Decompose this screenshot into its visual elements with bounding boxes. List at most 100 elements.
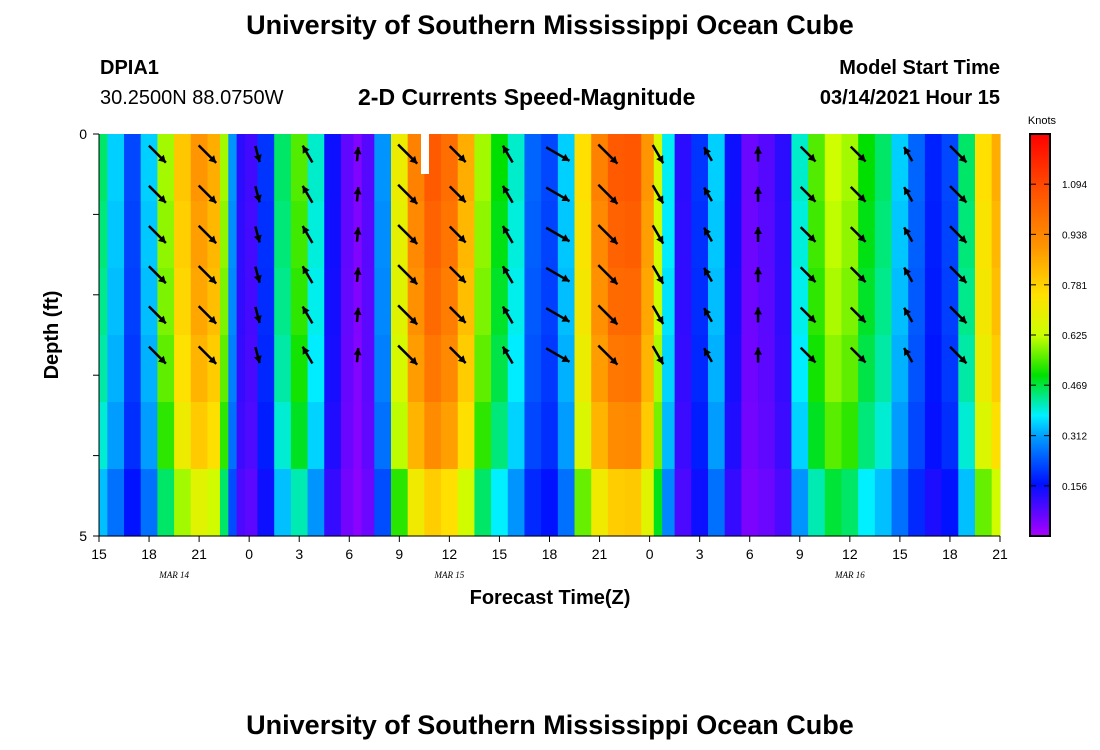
heatmap-cell [908,402,926,470]
heatmap-cell [808,469,826,537]
current-arrow [799,226,817,243]
heatmap-cell [340,335,355,403]
heatmap-cell [236,335,246,403]
heatmap-cell [941,402,959,470]
heatmap-cell [244,402,259,470]
heatmap-cell [374,335,392,403]
heatmap-cell [724,335,742,403]
current-arrow [253,145,262,163]
heatmap-cell [190,268,209,336]
current-arrow [197,265,218,285]
current-arrow [849,266,867,284]
heatmap-cell [958,134,976,202]
heatmap-cell [340,268,355,336]
heatmap-cell [624,201,642,269]
heatmap-cell [924,201,943,269]
arrow-head [609,236,618,245]
heatmap-cell [908,201,926,269]
heatmap-cell [708,268,726,336]
heatmap-cell [124,469,142,537]
current-arrow [799,346,817,364]
heatmap-cell [574,268,592,336]
heatmap-cell [891,402,909,470]
current-arrow [253,266,262,283]
heatmap-cell [424,268,442,336]
heatmap-cell [474,268,492,336]
arrow-head [208,315,217,324]
heatmap-cell [791,268,809,336]
heatmap-cell [691,469,709,537]
arrow-head [561,274,570,282]
heatmap-cell [641,201,655,269]
heatmap-cell [374,201,392,269]
heatmap-cell [708,335,726,403]
heatmap-cell [157,134,175,202]
heatmap-cell [140,402,158,470]
current-arrow [197,345,218,365]
heatmap-cell [724,469,742,537]
current-arrow [253,306,262,324]
arrow-head [807,193,816,202]
current-arrow [397,264,419,286]
heatmap-cell [491,469,509,537]
arrow-head [958,234,967,243]
heatmap-cell [507,402,526,470]
heatmap-cell [574,402,592,470]
heatmap-cell [607,335,626,403]
heatmap-cell [374,469,392,537]
current-arrow [849,346,867,364]
heatmap-cell [974,469,993,537]
heatmap-cell [808,402,826,470]
arrow-head [857,274,866,283]
heatmap-cell [758,469,776,537]
heatmap-cell [236,134,246,202]
colorbar-tick-label: 0.625 [1062,331,1087,342]
current-arrow [651,264,665,285]
current-arrow [301,346,314,365]
speed-heatmap [99,134,1001,537]
heatmap-cell [107,469,125,537]
x-tick-label: 21 [191,546,207,562]
heatmap-cell [236,201,246,269]
arrow-head [754,146,763,154]
arrow-head [158,195,166,203]
heatmap-cell [353,469,363,537]
heatmap-cell [858,335,876,403]
heatmap-cell [99,268,108,336]
heatmap-cell [361,134,375,202]
heatmap-cell [653,268,663,336]
heatmap-cell [140,268,158,336]
heatmap-cell [424,201,442,269]
current-arrow [702,267,714,283]
arrow-head [253,315,262,323]
heatmap-cell [991,402,1001,470]
current-arrow [651,345,665,365]
heatmap-cell [244,469,259,537]
heatmap-cell [662,268,676,336]
heatmap-cell [908,469,926,537]
heatmap-cell [390,335,409,403]
current-arrow [849,185,867,203]
arrow-head [158,315,166,324]
current-arrow [597,344,619,366]
heatmap-cell [662,201,676,269]
arrow-head [561,354,570,362]
heatmap-cell [741,201,759,269]
heatmap-cell [662,402,676,470]
current-arrow [597,224,619,245]
current-arrow [148,144,167,164]
current-arrow [754,227,763,242]
heatmap-cell [557,469,576,537]
heatmap-cell [708,469,726,537]
arrow-head [807,234,816,242]
heatmap-cell [174,335,192,403]
heatmap-cell [758,268,776,336]
heatmap-cell [591,335,609,403]
arrow-head [158,154,166,163]
heatmap-cell [641,469,655,537]
heatmap-cell [140,201,158,269]
arrow-head [656,275,664,284]
heatmap-cell [107,134,125,202]
heatmap-cell [441,201,459,269]
heatmap-cell [591,268,609,336]
